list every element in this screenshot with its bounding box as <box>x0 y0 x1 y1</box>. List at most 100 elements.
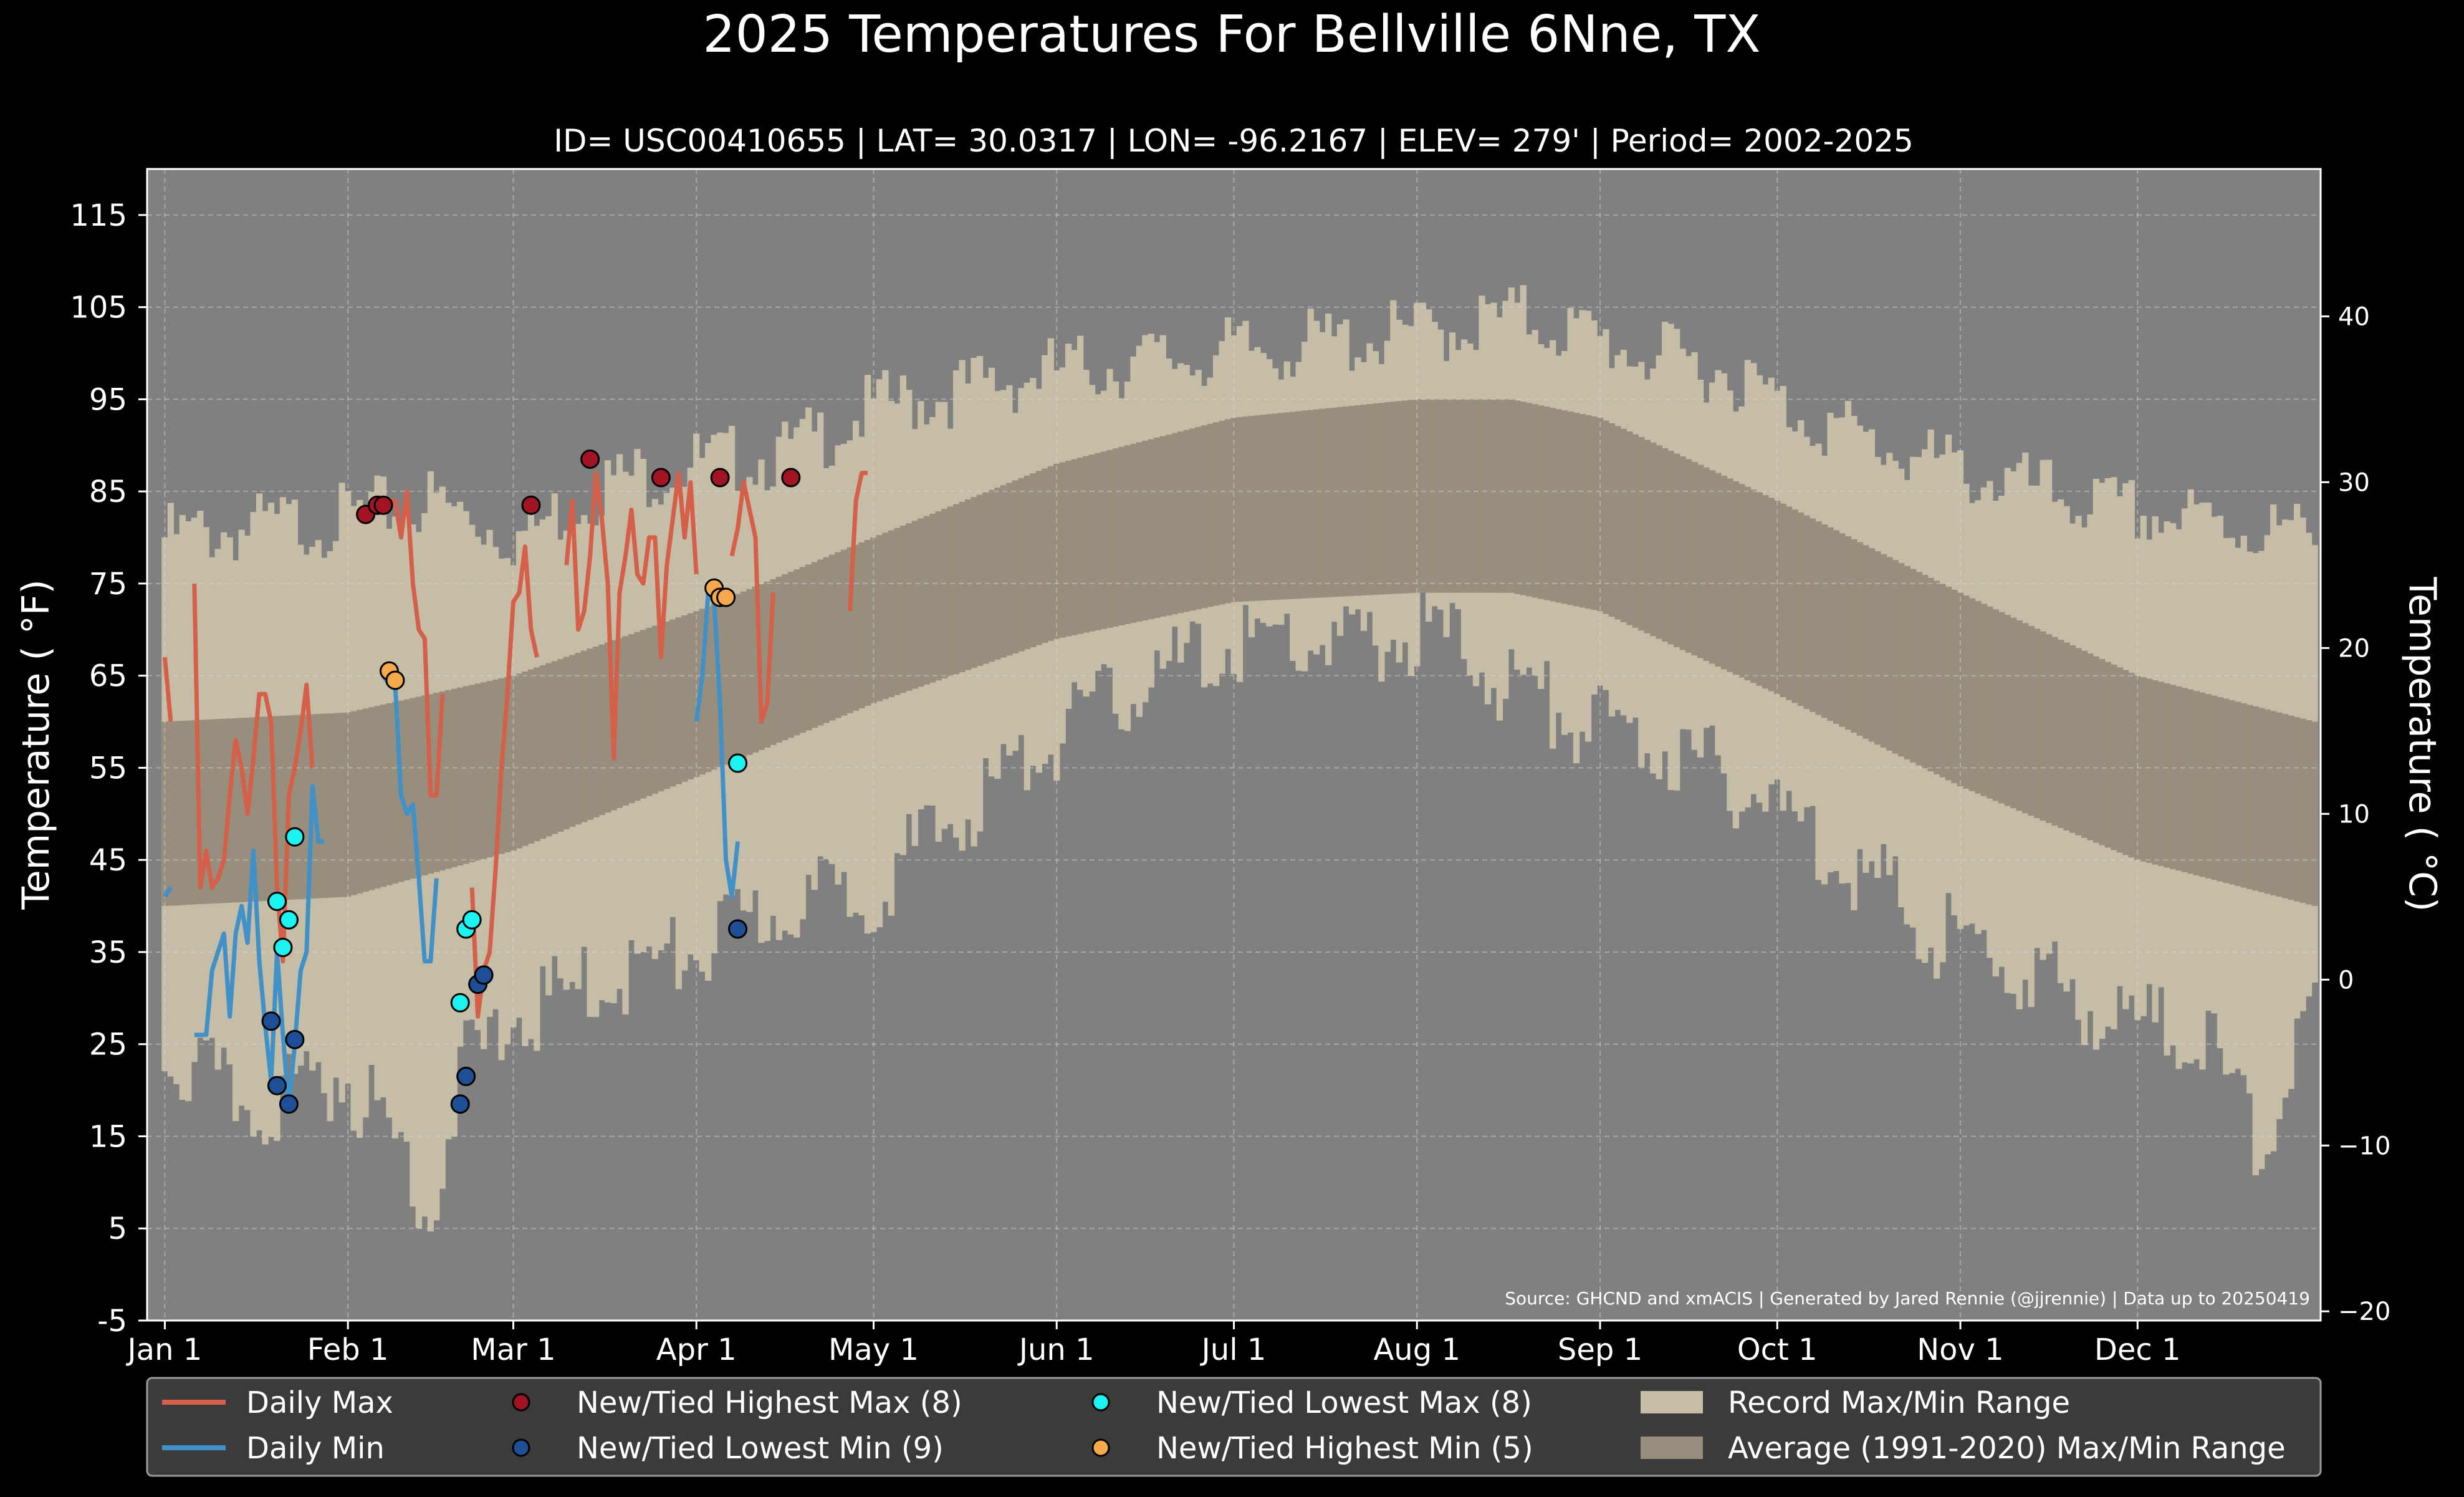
daily-min-line <box>194 784 325 1111</box>
normal-range-bar <box>882 532 889 700</box>
normal-range-bar <box>1189 428 1196 611</box>
normal-range-bar <box>2016 620 2023 811</box>
normal-range-bar <box>1118 446 1125 625</box>
normal-range-bar <box>894 527 901 695</box>
normal-range-bar <box>2122 670 2129 855</box>
normal-range-bar <box>2004 615 2011 806</box>
normal-range-bar <box>1567 412 1574 605</box>
normal-range-bar <box>1372 403 1379 595</box>
normal-range-bar <box>445 690 452 869</box>
legend-swatch-normal-range <box>1641 1437 1703 1459</box>
normal-range-bar <box>1939 584 1946 777</box>
daily-min-line <box>694 590 741 899</box>
normal-range-bar <box>522 671 529 846</box>
normal-range-bar <box>593 646 600 818</box>
normal-range-bar <box>2270 711 2277 895</box>
normal-range-bar <box>557 658 564 832</box>
marker-highest-min <box>716 587 736 607</box>
normal-range-bar <box>463 686 469 864</box>
normal-range-bar <box>279 716 287 900</box>
daily-min-line <box>163 886 173 898</box>
marker-lowest-max <box>728 753 748 773</box>
normal-range-bar <box>539 665 546 839</box>
y2-tick-label: 40 <box>2338 302 2370 331</box>
normal-range-bar <box>693 611 700 777</box>
marker-lowest-min <box>285 1029 305 1049</box>
x-tick-label: May 1 <box>828 1332 919 1367</box>
normal-range-bar <box>640 630 647 799</box>
normal-range-bar <box>675 617 682 784</box>
normal-range-bar <box>421 695 428 876</box>
normal-range-bar <box>291 715 299 900</box>
normal-range-bar <box>1266 414 1273 600</box>
normal-range-bar <box>1336 407 1344 597</box>
normal-range-bar <box>267 716 275 901</box>
normal-range-bar <box>1148 439 1154 620</box>
normal-range-bar <box>1762 495 1769 689</box>
normal-range-bar <box>964 499 972 670</box>
normal-range-bar <box>947 506 954 676</box>
normal-range-bar <box>2288 715 2294 900</box>
marker-lowest-max <box>285 827 305 847</box>
legend-swatch-lowest-max <box>1091 1393 1110 1412</box>
marker-lowest-min <box>728 919 748 939</box>
normal-range-bar <box>2311 721 2318 907</box>
normal-range-bar <box>2211 695 2218 880</box>
marker-highest-max <box>521 495 541 515</box>
normal-range-bar <box>1862 545 1869 739</box>
normal-range-bar <box>415 696 423 877</box>
normal-range-bar <box>1260 415 1267 601</box>
normal-range-bar <box>2146 678 2153 864</box>
normal-range-bar <box>1023 475 1030 650</box>
normal-range-bar <box>374 706 381 889</box>
y-axis-label-left: Temperature ( °F) <box>14 579 58 910</box>
normal-range-bar <box>386 703 393 885</box>
normal-range-bar <box>2228 700 2236 885</box>
normal-range-bar <box>1502 399 1509 593</box>
normal-range-bar <box>935 511 942 681</box>
marker-lowest-min <box>279 1094 299 1114</box>
x-tick-label: Mar 1 <box>471 1332 555 1367</box>
daily-max-line <box>564 471 699 761</box>
normal-range-bar <box>1035 471 1042 645</box>
normal-range-bar <box>1407 400 1414 594</box>
normal-range-bar <box>1791 509 1798 703</box>
normal-range-bar <box>1378 403 1385 595</box>
normal-range-bar <box>1154 437 1161 619</box>
normal-range-bar <box>480 682 487 859</box>
normal-range-bar <box>1715 473 1722 667</box>
normal-range-bar <box>1419 399 1426 593</box>
normal-range-bar <box>1839 533 1846 727</box>
normal-range-bar <box>1130 443 1137 623</box>
y-axis-right: −20 −10 0 10 20 30 40 <box>2321 302 2390 1326</box>
marker-lowest-min <box>450 1094 470 1114</box>
normal-range-bar <box>1431 399 1438 593</box>
normal-range-bar <box>209 719 216 904</box>
normal-range-bar <box>1815 521 1822 715</box>
x-tick-label: Aug 1 <box>1373 1332 1460 1367</box>
normal-range-bar <box>1278 413 1285 600</box>
normal-range-bar <box>1212 422 1220 606</box>
normal-range-bar <box>1957 592 1964 786</box>
normal-range-bar <box>1526 403 1533 597</box>
normal-range-bar <box>1437 399 1444 593</box>
normal-range-bar <box>1968 598 1976 791</box>
normal-range-bar <box>1927 577 1934 772</box>
marker-highest-max <box>580 449 600 469</box>
normal-range-bar <box>1053 463 1060 639</box>
normal-range-bar <box>1750 489 1757 683</box>
normal-range-bar <box>1449 399 1456 593</box>
normal-range-bar <box>793 569 800 736</box>
normal-range-bar <box>1720 476 1728 670</box>
normal-range-bar <box>1992 609 1999 801</box>
normal-range-bar <box>1012 480 1019 653</box>
normal-range-bar <box>1980 604 1988 796</box>
normal-range-bar <box>976 494 984 666</box>
normal-range-bar <box>510 675 517 851</box>
normal-range-bar <box>906 523 913 691</box>
normal-range-bar <box>663 621 670 789</box>
normal-range-bar <box>658 623 664 792</box>
normal-range-bar <box>2252 706 2259 891</box>
normal-range-bar <box>2010 617 2017 809</box>
normal-range-bar <box>1868 548 1875 742</box>
